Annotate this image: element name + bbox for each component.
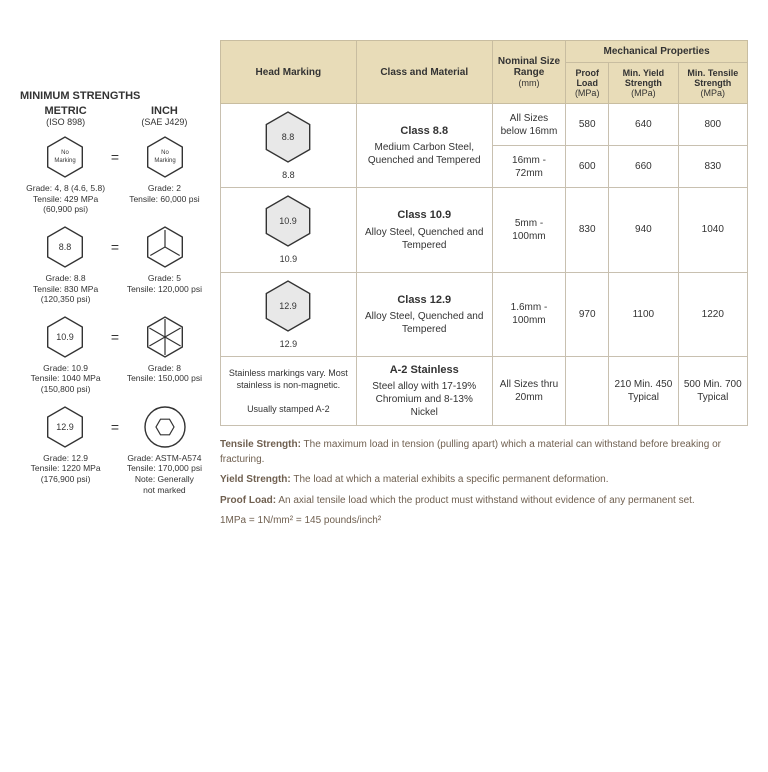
left-title: MINIMUM STRENGTHS [20, 90, 210, 102]
inch-caption: Grade: 8Tensile: 150,000 psi [119, 363, 210, 395]
yield-cell: 1100 [609, 272, 678, 356]
yield-cell: 640 [609, 104, 678, 146]
hex-caption: 8.8 [226, 169, 351, 181]
metric-caption: Grade: 8.8Tensile: 830 MPa(120,350 psi) [20, 273, 111, 305]
tensile-cell: 1040 [678, 188, 747, 272]
left-row-3: 12.9 = [20, 405, 210, 449]
svg-text:10.9: 10.9 [56, 332, 74, 342]
left-column: MINIMUM STRENGTHS METRIC (ISO 898) INCH … [20, 40, 210, 752]
metric-hex-icon: 8.8 [20, 225, 110, 269]
svg-text:Marking: Marking [54, 158, 75, 164]
inch-label: INCH [119, 105, 210, 117]
svg-text:12.9: 12.9 [280, 301, 298, 311]
metric-hex-icon: No Marking [20, 135, 110, 179]
size-cell: All Sizes thru 20mm [492, 356, 565, 425]
metric-caption: Grade: 12.9Tensile: 1220 MPa(176,900 psi… [20, 453, 111, 496]
metric-caption: Grade: 10.9Tensile: 1040 MPa(150,800 psi… [20, 363, 111, 395]
inch-caption: Grade: ASTM-A574Tensile: 170,000 psiNote… [119, 453, 210, 496]
hex-caption: 12.9 [226, 338, 351, 350]
th-tensile: Min. Tensile Strength (MPa) [678, 63, 747, 104]
marking-cell: Stainless markings vary. Most stainless … [221, 356, 357, 425]
svg-text:12.9: 12.9 [56, 422, 74, 432]
inch-hex-icon: No Marking [120, 135, 210, 179]
tensile-cell: 1220 [678, 272, 747, 356]
svg-text:8.8: 8.8 [59, 242, 72, 252]
left-row-1: 8.8 = [20, 225, 210, 269]
metric-caption: Grade: 4, 8 (4.6, 5.8)Tensile: 429 MPa(6… [20, 183, 111, 215]
definitions: Tensile Strength: The maximum load in te… [220, 438, 748, 529]
th-class-material: Class and Material [356, 41, 492, 104]
strength-table: Head Marking Class and Material Nominal … [220, 40, 748, 426]
size-cell: All Sizes below 16mm [492, 104, 565, 146]
svg-text:10.9: 10.9 [280, 216, 298, 226]
metric-label: METRIC [20, 105, 111, 117]
marking-cell: 10.9 10.9 [221, 188, 357, 272]
class-cell: A-2 StainlessSteel alloy with 17-19% Chr… [356, 356, 492, 425]
metric-sub: (ISO 898) [20, 117, 111, 127]
equals-sign: = [110, 419, 120, 435]
hex-caption: 10.9 [226, 253, 351, 265]
metric-hex-icon: 10.9 [20, 315, 110, 359]
marking-cell: 8.8 8.8 [221, 104, 357, 188]
proof-cell [566, 356, 609, 425]
th-proof: Proof Load (MPa) [566, 63, 609, 104]
class-cell: Class 12.9Alloy Steel, Quenched and Temp… [356, 272, 492, 356]
th-nominal: Nominal Size Range (mm) [492, 41, 565, 104]
proof-cell: 580 [566, 104, 609, 146]
yield-cell: 940 [609, 188, 678, 272]
size-cell: 5mm - 100mm [492, 188, 565, 272]
proof-cell: 970 [566, 272, 609, 356]
hex-icon: 12.9 [261, 279, 315, 333]
th-mech: Mechanical Properties [566, 41, 748, 63]
tensile-cell: 500 Min. 700 Typical [678, 356, 747, 425]
proof-cell: 830 [566, 188, 609, 272]
tensile-cell: 800 [678, 104, 747, 146]
left-subhead: METRIC (ISO 898) INCH (SAE J429) [20, 105, 210, 127]
inch-caption: Grade: 5Tensile: 120,000 psi [119, 273, 210, 305]
inch-caption: Grade: 2Tensile: 60,000 psi [119, 183, 210, 215]
svg-text:Marking: Marking [154, 158, 175, 164]
left-row-0: No Marking = No Marking [20, 135, 210, 179]
size-cell: 16mm - 72mm [492, 146, 565, 188]
class-cell: Class 8.8Medium Carbon Steel, Quenched a… [356, 104, 492, 188]
right-column: Head Marking Class and Material Nominal … [220, 40, 748, 752]
svg-text:No: No [61, 150, 69, 156]
th-head-marking: Head Marking [221, 41, 357, 104]
hex-icon: 10.9 [261, 194, 315, 248]
size-cell: 1.6mm - 100mm [492, 272, 565, 356]
marking-cell: 12.9 12.9 [221, 272, 357, 356]
equals-sign: = [110, 329, 120, 345]
yield-cell: 210 Min. 450 Typical [609, 356, 678, 425]
inch-hex-icon [120, 405, 210, 449]
tensile-cell: 830 [678, 146, 747, 188]
left-row-2: 10.9 = [20, 315, 210, 359]
inch-hex-icon [120, 315, 210, 359]
inch-sub: (SAE J429) [119, 117, 210, 127]
class-cell: Class 10.9Alloy Steel, Quenched and Temp… [356, 188, 492, 272]
yield-cell: 660 [609, 146, 678, 188]
equals-sign: = [110, 149, 120, 165]
svg-text:No: No [161, 150, 169, 156]
equals-sign: = [110, 239, 120, 255]
inch-hex-icon [120, 225, 210, 269]
metric-hex-icon: 12.9 [20, 405, 110, 449]
th-yield: Min. Yield Strength (MPa) [609, 63, 678, 104]
svg-text:8.8: 8.8 [282, 132, 295, 142]
proof-cell: 600 [566, 146, 609, 188]
hex-icon: 8.8 [261, 110, 315, 164]
